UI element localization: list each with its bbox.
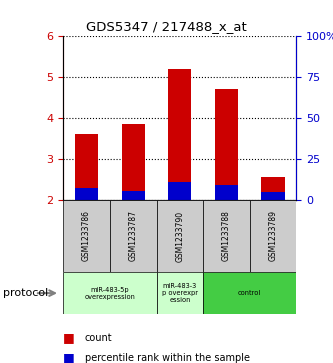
Text: protocol: protocol [3, 288, 49, 298]
Bar [157, 272, 203, 314]
Text: GSM1233788: GSM1233788 [222, 211, 231, 261]
Bar [157, 200, 203, 272]
Bar [203, 200, 250, 272]
Bar [122, 191, 145, 200]
Bar [261, 192, 285, 200]
Text: percentile rank within the sample: percentile rank within the sample [85, 352, 250, 363]
Text: GSM1233787: GSM1233787 [129, 211, 138, 261]
Bar [63, 272, 157, 314]
Bar [203, 272, 296, 314]
Text: ■: ■ [63, 351, 75, 363]
Text: ■: ■ [63, 331, 75, 344]
Bar [168, 69, 191, 200]
Text: GSM1233786: GSM1233786 [82, 211, 91, 261]
Text: miR-483-5p
overexpression: miR-483-5p overexpression [85, 287, 135, 299]
Bar [75, 188, 98, 200]
Text: GSM1233790: GSM1233790 [175, 211, 184, 261]
Bar [261, 177, 285, 200]
Bar [75, 134, 98, 200]
Bar [215, 184, 238, 200]
Text: GDS5347 / 217488_x_at: GDS5347 / 217488_x_at [86, 20, 247, 33]
Text: miR-483-3
p overexpr
ession: miR-483-3 p overexpr ession [162, 283, 198, 303]
Bar [63, 200, 110, 272]
Text: count: count [85, 333, 113, 343]
Bar [122, 124, 145, 200]
Bar [215, 89, 238, 200]
Bar [110, 200, 157, 272]
Text: GSM1233789: GSM1233789 [268, 211, 278, 261]
Text: control: control [238, 290, 261, 296]
Bar [250, 200, 296, 272]
Bar [168, 183, 191, 200]
